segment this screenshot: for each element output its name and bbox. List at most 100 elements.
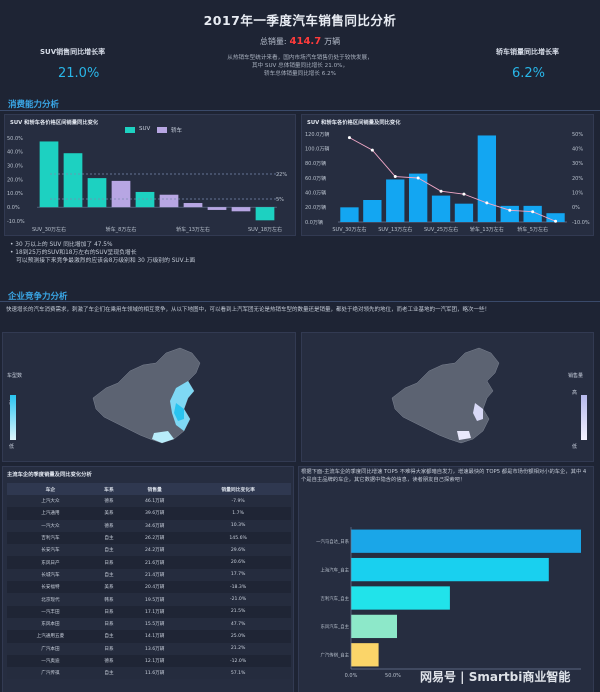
y-tick-label: 40.0% [7,150,23,156]
growth-point [347,136,351,140]
bar [408,173,428,222]
table-panel: 主流车企的季度销量及同比变化分析 车企 车系 销售量 销量同比变化率 上汽大众 德系 46… [2,466,294,692]
table-body: 上汽大众 德系 46.1万辆 -7.9% 上汽通用 美系 39.6万辆 1.7% 一汽大众 德系 3… [7,495,291,680]
bar [351,529,581,553]
table-cell: 21.6万辆 [124,556,186,569]
y2-tick-label: 10% [572,190,583,196]
table-cell: 长城汽车 [7,568,94,582]
bar [351,586,450,610]
table-cell: 39.6万辆 [124,507,186,520]
table-cell: 21.4万辆 [124,568,186,582]
sales-table: 车企 车系 销售量 销量同比变化率 上汽大众 德系 46.1万辆 -7.9% 上汽通用 美系 39… [7,483,291,680]
bar [386,179,405,222]
chart-right-svg: 120.0万辆 100.0万辆 80.0万辆 60.0万辆 40.0万辆 20.0万辆 0.… [305,131,590,233]
page-title: 2017年一季度汽车销售同比分析 [203,13,397,28]
table-row: 吉利汽车 自主 26.2万辆 145.6% [7,531,291,545]
x-tick-label: 50.0% [385,673,401,679]
x-tick-label: SUV_30万左右 [32,226,66,233]
table-cell: 21.5% [185,605,291,618]
map-panel-left: 车型数 高 低 [2,332,296,462]
summary-line: 从热销车型统计来看，国内市场汽车销售仍处于较快发展， [227,55,373,61]
table-cell: 24.2万辆 [124,544,186,557]
kpi-suv-value: 21.0% [58,66,100,81]
top5-text: 根据下面-主流车企的季度同比增速 TOP5 不难得大家都暗自发力，增速最快的 T… [301,469,587,483]
y-tick-label: 20.0万辆 [305,204,326,211]
table-cell: 自主 [93,630,125,643]
map-legend-low: 低 [572,444,578,450]
map-legend-high: 高 [572,390,578,396]
bar [523,205,542,222]
y2-tick-label: 30% [572,161,583,167]
table-cell: 20.6% [185,556,291,569]
growth-point [531,210,535,214]
x-tick-label: SUV_25万左右 [424,226,458,233]
bar [159,194,179,208]
total-unit: 万辆 [324,37,341,46]
bar [87,178,107,208]
map-shape [391,347,500,444]
x-tick-label: 轿车_8万左右 [106,226,137,233]
table-cell: -18.3% [185,581,291,594]
growth-point [439,189,443,193]
table-cell: 自主 [93,667,125,680]
bar [454,203,474,222]
table-cell: 北京现代 [7,593,94,606]
table-header-cell[interactable]: 车企 [7,483,94,495]
table-cell: 34.6万辆 [124,519,186,532]
table-header-cell[interactable]: 销量同比变化率 [185,483,291,495]
table-cell: 广汽传祺 [7,667,94,680]
bar [546,213,565,222]
table-header-cell[interactable]: 销售量 [124,483,186,495]
table-cell: 15.5万辆 [124,617,186,631]
total-sales: 总销量: 414.7 万辆 [0,36,600,47]
growth-point [508,208,512,212]
bar [39,141,59,208]
table-cell: 上汽大众 [7,495,94,508]
legend-suv-swatch [125,127,135,133]
table-row: 广汽传祺 自主 11.6万辆 57.1% [7,667,291,680]
table-cell: 1.7% [185,507,291,520]
table-row: 上汽大众 德系 46.1万辆 -7.9% [7,495,291,508]
map-legend-title: 销售量 [568,373,584,379]
map-region-south [457,431,471,440]
growth-point [370,148,374,152]
map-region-shanghai [174,403,184,421]
section-consumption-title: 消费能力分析 [8,100,60,110]
x-tick-label: SUV_18万左右 [248,226,282,233]
y2-tick-label: 50% [572,132,583,138]
table-header-cell[interactable]: 车系 [93,483,125,495]
table-row: 长安汽车 自主 24.2万辆 29.6% [7,544,291,557]
y-tick-label: 50.0% [7,136,23,142]
note-line: 可以预测接下来竞争最激烈的应该会8万级别和 30 万级别的 SUV上面 [16,258,196,264]
bar [500,205,519,222]
table-cell: 47.7% [185,617,291,631]
bar [351,643,379,667]
table-cell: -7.9% [185,495,291,508]
bar [363,200,382,222]
map-region-shanghai [473,403,483,421]
map-legend-low: 低 [9,444,15,450]
table-cell: 日系 [93,556,125,569]
bar [207,207,227,210]
table-row: 上汽通用五菱 自主 14.1万辆 25.0% [7,630,291,643]
table-cell: 美系 [93,507,125,520]
bar [111,180,131,208]
y2-tick-label: 20% [572,176,583,182]
table-row: 一汽大众 德系 34.6万辆 10.3% [7,519,291,532]
map-legend-bar [10,395,16,440]
note-line: • 30 万以上的 SUV 同比增加了 47.5% [10,242,113,248]
y-tick-label: 10.0% [7,191,23,197]
table-cell: 11.6万辆 [124,667,186,680]
bar [231,207,251,212]
table-cell: 57.1% [185,667,291,680]
y2-tick-label: -10.0% [572,220,590,226]
map-region-south [152,431,174,443]
table-cell: 美系 [93,581,125,594]
table-cell: 日系 [93,642,125,655]
map-legend-title: 车型数 [7,373,23,379]
table-row: 广汽本田 日系 13.6万辆 21.2% [7,642,291,655]
y-tick-label: 广汽传祺_自主 [320,652,349,659]
ref-label-22: 22% [276,172,287,178]
x-tick-label: 轿车_13万左右 [176,226,210,233]
table-cell: 广汽本田 [7,642,94,655]
